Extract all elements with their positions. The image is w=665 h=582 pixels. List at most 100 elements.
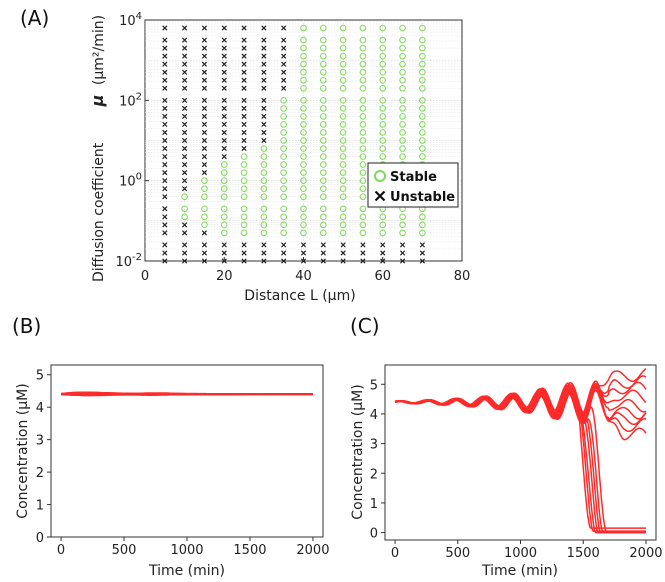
stable-point xyxy=(201,213,208,221)
stable-point xyxy=(419,229,426,237)
unstable-point xyxy=(261,69,267,75)
unstable-point xyxy=(201,145,208,152)
stable-point xyxy=(419,36,426,44)
stable-point xyxy=(320,84,327,92)
stable-point xyxy=(359,169,367,176)
stable-point xyxy=(359,121,367,128)
chart-a-ytick-label: 104 xyxy=(119,11,142,29)
unstable-point xyxy=(162,137,168,144)
stable-point xyxy=(359,84,367,92)
unstable-point xyxy=(162,105,168,111)
unstable-point xyxy=(281,25,287,31)
stable-point xyxy=(359,24,367,32)
unstable-point xyxy=(162,206,168,212)
stable-point xyxy=(339,221,347,229)
stable-point xyxy=(379,137,387,144)
unstable-point xyxy=(320,250,326,256)
stable-point xyxy=(320,161,327,168)
unstable-point xyxy=(241,145,247,152)
stable-point xyxy=(260,153,268,160)
stable-point xyxy=(359,137,367,144)
unstable-point xyxy=(241,137,247,144)
stable-point xyxy=(300,161,307,168)
unstable-point xyxy=(320,258,326,264)
stable-point xyxy=(359,68,367,76)
stable-point xyxy=(399,36,406,44)
stable-point xyxy=(399,105,406,112)
stable-point xyxy=(320,105,327,112)
unstable-point xyxy=(182,113,188,120)
unstable-point xyxy=(182,145,188,152)
stable-point xyxy=(339,68,347,76)
unstable-point xyxy=(241,85,247,91)
unstable-point xyxy=(182,230,188,236)
unstable-point xyxy=(221,45,227,51)
stable-point xyxy=(339,153,347,160)
stable-point xyxy=(300,24,307,32)
unstable-point xyxy=(201,97,208,103)
chart-b: 0 500 1000 1500 2000 0 1 2 3 4 5 Time (min) Concen… xyxy=(15,364,329,579)
stable-point xyxy=(280,129,287,136)
unstable-point xyxy=(281,69,287,75)
stable-point xyxy=(240,161,248,168)
unstable-point xyxy=(201,85,208,91)
unstable-point xyxy=(182,77,188,83)
unstable-point xyxy=(221,37,227,43)
chart-c-xtick-label: 1500 xyxy=(567,546,600,561)
chart-a-ytick-label: 100 xyxy=(119,172,142,190)
stable-point xyxy=(320,145,327,152)
stable-point xyxy=(399,129,406,136)
unstable-point xyxy=(182,178,188,184)
chart-b-xtick-label: 0 xyxy=(57,543,65,558)
stable-point xyxy=(300,84,307,92)
unstable-point xyxy=(182,97,188,103)
unstable-point xyxy=(419,250,425,256)
stable-point xyxy=(359,177,367,184)
stable-point xyxy=(399,97,406,104)
chart-a-xtick-label: 40 xyxy=(295,269,312,284)
stable-point xyxy=(339,44,347,52)
stable-point xyxy=(419,52,426,60)
stable-point xyxy=(399,76,406,84)
stable-point xyxy=(260,185,268,192)
stable-point xyxy=(220,169,228,176)
stable-point xyxy=(379,76,387,84)
unstable-point xyxy=(221,121,227,128)
stable-point xyxy=(300,169,307,176)
stable-point xyxy=(181,205,188,213)
unstable-point xyxy=(380,250,386,256)
stable-point xyxy=(379,121,387,128)
unstable-point xyxy=(162,214,168,220)
unstable-point xyxy=(241,250,247,256)
unstable-point xyxy=(419,242,425,248)
stable-point xyxy=(280,213,287,221)
chart-c-plot-area xyxy=(384,364,657,541)
stable-point xyxy=(280,185,287,192)
stable-point xyxy=(260,213,268,221)
chart-b-plot-area xyxy=(50,364,324,538)
unstable-point xyxy=(261,97,267,103)
unstable-point xyxy=(162,145,168,152)
stable-point xyxy=(399,121,406,128)
unstable-point xyxy=(182,45,188,51)
stable-point xyxy=(339,52,347,60)
unstable-point xyxy=(201,53,208,59)
legend-stable-label: Stable xyxy=(390,170,437,185)
stable-point xyxy=(300,68,307,76)
chart-b-xtick-label: 1500 xyxy=(233,543,266,558)
unstable-point xyxy=(399,250,406,256)
stable-point xyxy=(399,24,406,32)
unstable-point xyxy=(162,53,168,59)
chart-c-ytick-label: 5 xyxy=(370,378,378,393)
stable-point xyxy=(359,76,367,84)
panel-c-label: (C) xyxy=(350,314,380,338)
unstable-point xyxy=(261,85,267,91)
chart-c-ytick-label: 3 xyxy=(370,438,378,453)
stable-point xyxy=(300,60,307,68)
unstable-point xyxy=(182,85,188,91)
stable-point xyxy=(379,84,387,92)
stable-point xyxy=(379,105,387,112)
stable-point xyxy=(359,105,367,112)
stable-point xyxy=(379,153,387,160)
unstable-point xyxy=(201,258,208,264)
